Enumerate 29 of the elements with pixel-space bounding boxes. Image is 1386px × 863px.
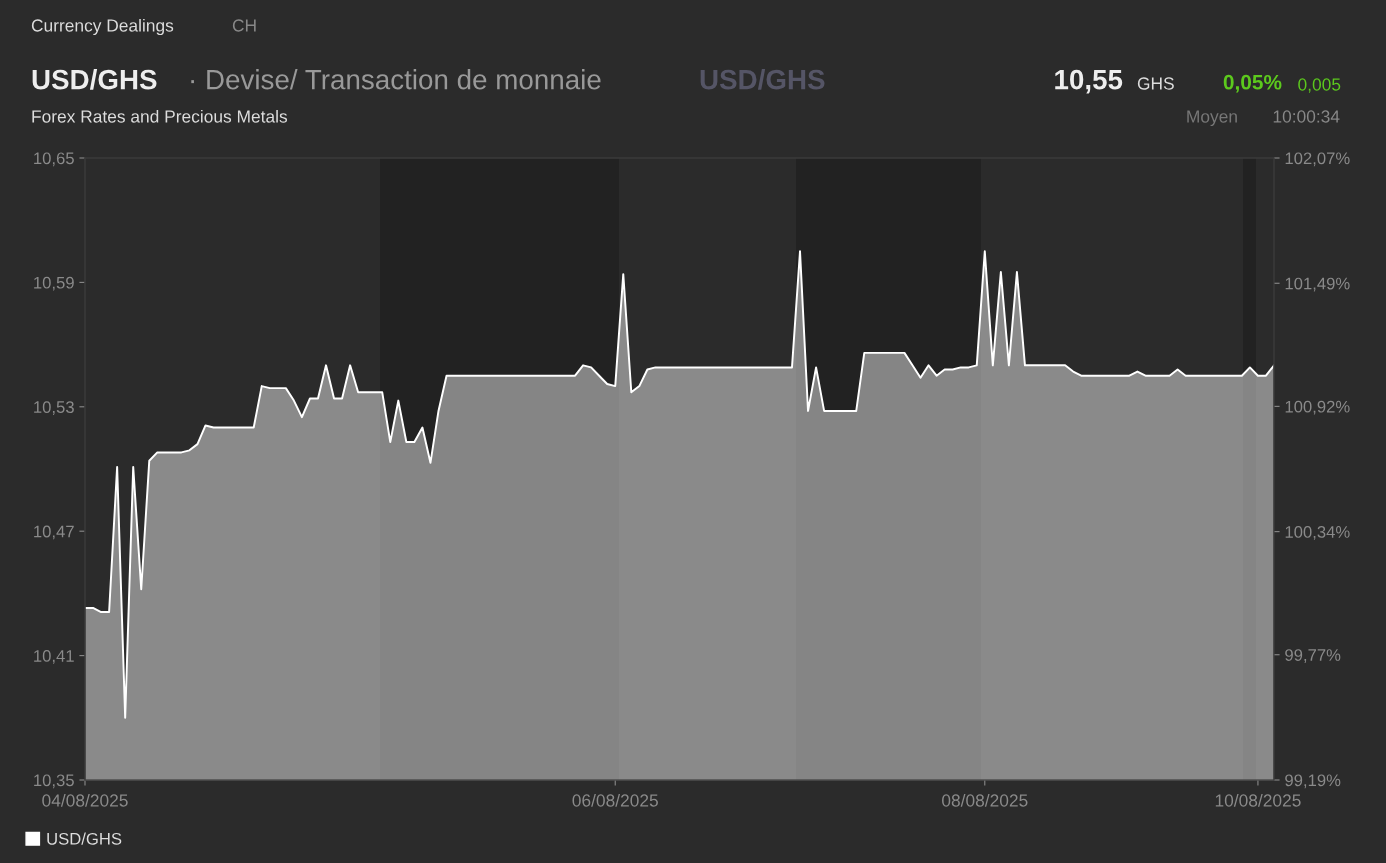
y-tick-label: 10,65 [34,152,74,167]
y2-tick-label: 99,77% [1285,649,1341,663]
y2-tick-label: 99,19% [1285,774,1341,789]
x-tick-label: 06/08/2025 [572,793,658,807]
text: Moyen [1187,110,1237,127]
text: USD/GHS [700,69,825,90]
text: Currency Dealings [31,18,174,36]
y2-tick-label: 101,49% [1285,277,1350,292]
text: · Devise/ Transaction de monnaie [191,69,601,90]
y2-tick-label: 102,07% [1285,152,1350,167]
y2-tick-label: 100,92% [1285,400,1350,415]
y-tick-label: 10,41 [34,650,74,664]
x-tick-label: 08/08/2025 [942,793,1028,807]
text: 10,55 [1055,69,1123,94]
x-tick-label: 10/08/2025 [1215,793,1301,807]
chart-subtitle: Forex Rates and Precious Metals [32,109,288,123]
x-tick-label: 04/08/2025 [42,793,128,807]
text: 0,05% [1223,74,1282,93]
y-tick-label: 10,59 [34,276,74,291]
text: CH [232,19,256,32]
y-tick-label: 10,35 [34,774,74,789]
text: 0,005 [1298,78,1341,93]
legend-label: USD/GHS [47,832,122,845]
text: GHS [1137,77,1174,90]
y2-tick-label: 100,34% [1285,526,1350,540]
y-tick-label: 10,53 [34,401,74,415]
text: 10:00:34 [1273,110,1340,123]
y-tick-label: 10,47 [34,525,74,540]
chart-title: USD/GHS [32,69,157,90]
